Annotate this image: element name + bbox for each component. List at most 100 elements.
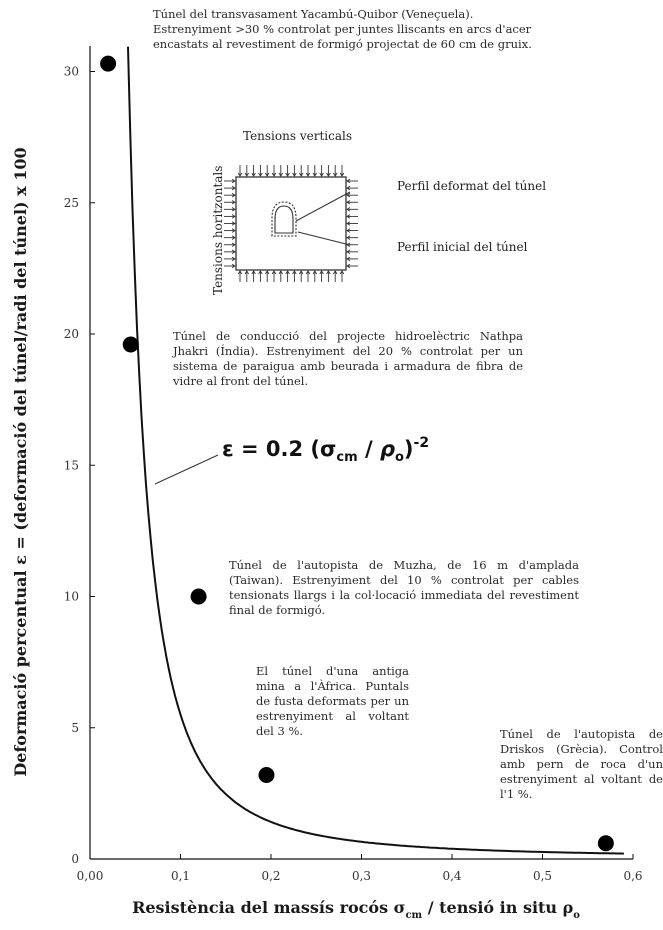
y-axis-title: Deformació percentual ε = (deformació de… — [11, 147, 30, 776]
horizontal-stress-arrowhead — [231, 185, 236, 191]
horizontal-stress-arrowhead — [231, 228, 236, 233]
inset-initial-profile-label: Perfil inicial del túnel — [397, 240, 528, 254]
vertical-stress-arrowhead — [326, 270, 331, 275]
y-tick-label: 10 — [64, 590, 79, 604]
x-tick-label: 0,2 — [261, 869, 280, 883]
inset-stress-arrows — [224, 165, 358, 282]
data-points — [100, 55, 614, 852]
horizontal-stress-arrowhead — [346, 249, 351, 255]
vertical-stress-arrowhead — [319, 270, 324, 275]
stress-inset-diagram: Tensions verticals Tensions horitzontals… — [211, 129, 546, 295]
horizontal-stress-arrowhead — [231, 249, 236, 255]
inset-deformed-tunnel-profile — [274, 205, 294, 234]
inset-initial-tunnel-profile — [271, 201, 297, 237]
inset-deformed-profile-label: Perfil deformat del túnel — [397, 179, 546, 193]
vertical-stress-arrowhead — [265, 270, 270, 275]
annotation-muzha: Túnel de l'autopista de Muzha, de 16 m d… — [229, 558, 579, 617]
equation-leader-line — [154, 454, 219, 485]
horizontal-stress-arrowhead — [346, 228, 351, 233]
data-point — [597, 835, 614, 852]
horizontal-stress-arrowhead — [231, 263, 236, 269]
vertical-stress-arrowhead — [278, 270, 283, 275]
x-axis-title: Resistència del massís rocós σcm / tensi… — [132, 898, 580, 921]
vertical-stress-arrowhead — [237, 270, 243, 275]
fit-equation: ε = 0.2 (σcm / ρo)-2 — [222, 435, 429, 465]
annotation-africa-mine: El túnel d'una antiga mina a l'Àfrica. P… — [256, 664, 409, 738]
data-point — [100, 55, 117, 72]
vertical-stress-arrowhead — [258, 270, 263, 275]
vertical-stress-arrowhead — [271, 172, 277, 177]
y-tick-label: 20 — [64, 327, 79, 341]
vertical-stress-arrowhead — [251, 270, 256, 275]
inset-vertical-stress-label: Tensions verticals — [243, 129, 352, 143]
horizontal-stress-arrowhead — [346, 207, 351, 212]
vertical-stress-arrowhead — [292, 172, 297, 177]
horizontal-stress-arrowhead — [231, 221, 236, 226]
horizontal-stress-arrowhead — [346, 192, 351, 198]
vertical-stress-arrowhead — [258, 172, 263, 177]
x-axis-ticks: 0,00 0,1 0,2 0,3 0,4 0,5 0,6 — [77, 854, 643, 883]
horizontal-stress-arrowhead — [346, 185, 351, 191]
x-tick-label: 0,5 — [533, 869, 552, 883]
horizontal-stress-arrowhead — [231, 192, 236, 198]
vertical-stress-arrowhead — [312, 270, 317, 275]
horizontal-stress-arrowhead — [346, 235, 351, 240]
horizontal-stress-arrowhead — [231, 200, 236, 205]
vertical-stress-arrowhead — [305, 270, 311, 275]
horizontal-stress-arrowhead — [231, 235, 236, 240]
data-point — [190, 588, 207, 605]
horizontal-stress-arrowhead — [231, 178, 236, 184]
vertical-stress-arrowhead — [312, 172, 317, 177]
y-tick-label: 30 — [64, 65, 79, 79]
vertical-stress-arrowhead — [333, 270, 338, 275]
vertical-stress-arrowhead — [265, 172, 270, 177]
inset-initial-pointer — [297, 231, 351, 246]
x-tick-label: 0,00 — [77, 869, 104, 883]
power-law-fit-curve — [127, 46, 624, 855]
y-tick-label: 25 — [64, 196, 79, 210]
vertical-stress-arrowhead — [278, 172, 283, 177]
inset-rock-mass-box — [235, 176, 347, 271]
vertical-stress-arrowhead — [299, 270, 304, 275]
vertical-stress-arrowhead — [319, 172, 324, 177]
vertical-stress-arrowhead — [271, 270, 277, 275]
vertical-stress-arrowhead — [285, 172, 290, 177]
vertical-stress-arrowhead — [292, 270, 297, 275]
horizontal-stress-arrowhead — [346, 200, 351, 205]
horizontal-stress-arrowhead — [346, 256, 351, 262]
vertical-stress-arrowhead — [244, 270, 249, 275]
vertical-stress-arrowhead — [339, 270, 345, 275]
horizontal-stress-arrowhead — [231, 207, 236, 212]
vertical-stress-arrowhead — [333, 172, 338, 177]
annotation-driskos: Túnel de l'autopista de Driskos (Grècia)… — [500, 727, 663, 801]
data-point — [122, 336, 139, 353]
vertical-stress-arrowhead — [305, 172, 311, 177]
x-tick-label: 0,1 — [171, 869, 190, 883]
y-tick-label: 15 — [64, 458, 79, 472]
vertical-stress-arrowhead — [285, 270, 290, 275]
vertical-stress-arrowhead — [326, 172, 331, 177]
vertical-stress-arrowhead — [244, 172, 249, 177]
x-tick-label: 0,3 — [352, 869, 371, 883]
annotation-nathpa-jhakri: Túnel de conducció del projecte hidroelè… — [173, 329, 523, 388]
horizontal-stress-arrowhead — [346, 178, 351, 184]
y-axis-ticks: 0 5 10 15 20 25 30 — [64, 65, 95, 866]
horizontal-stress-arrowhead — [346, 214, 351, 219]
y-tick-label: 0 — [71, 852, 79, 866]
horizontal-stress-arrowhead — [346, 221, 351, 226]
x-tick-label: 0,6 — [623, 869, 642, 883]
horizontal-stress-arrowhead — [231, 256, 236, 262]
y-tick-label: 5 — [71, 721, 79, 735]
vertical-stress-arrowhead — [237, 172, 243, 177]
annotation-yacambu: Túnel del transvasament Yacambú-Quibor (… — [153, 7, 532, 51]
horizontal-stress-arrowhead — [346, 263, 351, 269]
horizontal-stress-arrowhead — [231, 242, 236, 247]
vertical-stress-arrowhead — [299, 172, 304, 177]
horizontal-stress-arrowhead — [231, 214, 236, 219]
vertical-stress-arrowhead — [251, 172, 256, 177]
inset-horizontal-stress-label: Tensions horitzontals — [211, 166, 225, 295]
x-tick-label: 0,4 — [442, 869, 461, 883]
data-point — [258, 767, 275, 783]
vertical-stress-arrowhead — [339, 172, 345, 177]
